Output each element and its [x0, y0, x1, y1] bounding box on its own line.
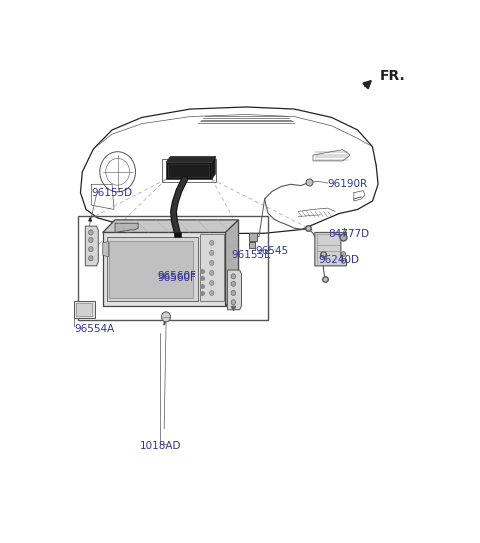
Circle shape — [89, 230, 93, 235]
Circle shape — [89, 237, 93, 242]
Polygon shape — [168, 164, 209, 177]
Text: 84777D: 84777D — [328, 230, 369, 239]
Polygon shape — [115, 223, 138, 232]
Circle shape — [231, 281, 236, 286]
Polygon shape — [166, 162, 212, 179]
Text: 96554A: 96554A — [74, 324, 114, 333]
Polygon shape — [212, 156, 216, 179]
Circle shape — [210, 261, 214, 266]
Text: 96155E: 96155E — [231, 250, 271, 261]
Circle shape — [89, 247, 93, 251]
Circle shape — [341, 258, 346, 263]
Polygon shape — [103, 242, 108, 257]
Circle shape — [231, 291, 236, 295]
Circle shape — [162, 312, 170, 322]
Polygon shape — [103, 232, 226, 306]
Polygon shape — [74, 301, 95, 318]
Circle shape — [210, 270, 214, 275]
Circle shape — [210, 281, 214, 286]
Polygon shape — [103, 220, 239, 232]
Polygon shape — [85, 226, 98, 266]
Circle shape — [210, 291, 214, 295]
Circle shape — [231, 300, 236, 305]
Polygon shape — [228, 270, 241, 310]
Circle shape — [210, 241, 214, 245]
Text: 96560F: 96560F — [158, 273, 197, 283]
Text: 96190R: 96190R — [328, 179, 368, 190]
Text: 96240D: 96240D — [319, 255, 360, 264]
Text: FR.: FR. — [380, 68, 406, 83]
Text: 96155D: 96155D — [92, 188, 133, 198]
Polygon shape — [226, 220, 239, 306]
Polygon shape — [109, 241, 193, 298]
Circle shape — [341, 251, 346, 257]
Text: 1018AD: 1018AD — [140, 440, 181, 451]
Text: 96545: 96545 — [255, 246, 288, 256]
Polygon shape — [76, 304, 92, 316]
Circle shape — [231, 274, 236, 279]
Polygon shape — [315, 232, 347, 266]
Polygon shape — [174, 232, 181, 237]
Text: 96560F: 96560F — [158, 272, 197, 281]
Polygon shape — [166, 156, 216, 162]
Circle shape — [210, 250, 214, 255]
Polygon shape — [107, 237, 198, 301]
Circle shape — [89, 256, 93, 261]
Polygon shape — [200, 235, 224, 301]
